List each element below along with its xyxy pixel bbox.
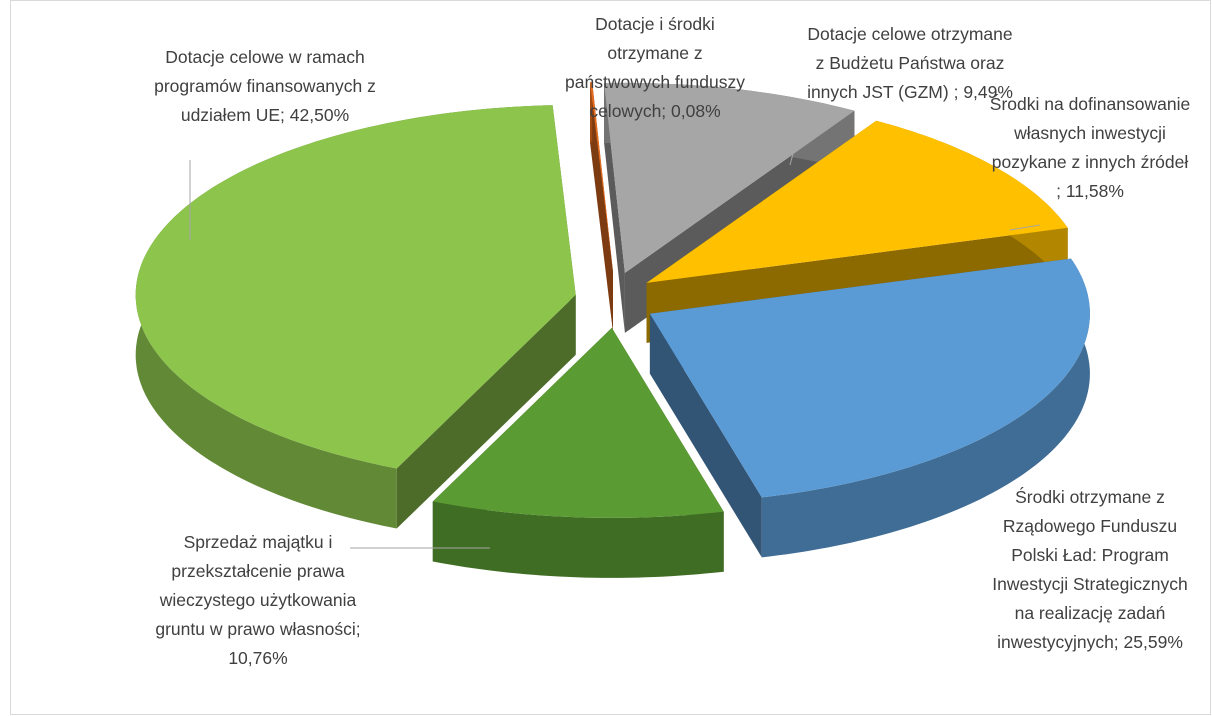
slice bbox=[590, 82, 613, 272]
data-label: Środki na dofinansowanie własnych inwest… bbox=[988, 90, 1193, 206]
category-label: Dotacje celowe otrzymane z Budżetu Państ… bbox=[807, 24, 1013, 102]
slice bbox=[432, 327, 724, 518]
value-label: 11,58% bbox=[1065, 181, 1124, 201]
category-label: Środki otrzymane z Rządowego Funduszu Po… bbox=[992, 487, 1188, 652]
data-label: Środki otrzymane z Rządowego Funduszu Po… bbox=[983, 483, 1198, 657]
value-label: 0,08% bbox=[671, 101, 721, 121]
value-label: 9,49% bbox=[963, 82, 1013, 102]
category-label: Dotacje i środki otrzymane z państwowych… bbox=[565, 14, 745, 121]
data-label: Sprzedaż majątku i przekształcenie prawa… bbox=[141, 528, 376, 673]
data-label: Dotacje celowe otrzymane z Budżetu Państ… bbox=[803, 20, 1018, 107]
slice-side bbox=[761, 258, 1090, 558]
data-label: Dotacje i środki otrzymane z państwowych… bbox=[555, 10, 755, 126]
category-label: Dotacje celowe w ramach programów finans… bbox=[154, 47, 376, 125]
category-label: Środki na dofinansowanie własnych inwest… bbox=[989, 94, 1191, 201]
slice-side bbox=[592, 82, 613, 332]
value-label: 42,50% bbox=[289, 105, 350, 125]
slice-side bbox=[396, 294, 576, 529]
data-label: Dotacje celowe w ramach programów finans… bbox=[148, 43, 383, 130]
leader-line bbox=[789, 134, 799, 166]
slice-side bbox=[432, 501, 724, 578]
slice-side bbox=[604, 83, 625, 333]
slice bbox=[135, 105, 576, 469]
value-label: 10,76% bbox=[228, 648, 288, 668]
slice-side bbox=[649, 313, 762, 558]
slice-side bbox=[590, 82, 593, 143]
slice bbox=[649, 258, 1090, 498]
leader-line bbox=[1009, 224, 1041, 231]
value-label: 25,59% bbox=[1123, 632, 1183, 652]
category-label: Sprzedaż majątku i przekształcenie prawa… bbox=[155, 532, 361, 639]
slice bbox=[604, 82, 855, 273]
slice bbox=[646, 120, 1068, 283]
